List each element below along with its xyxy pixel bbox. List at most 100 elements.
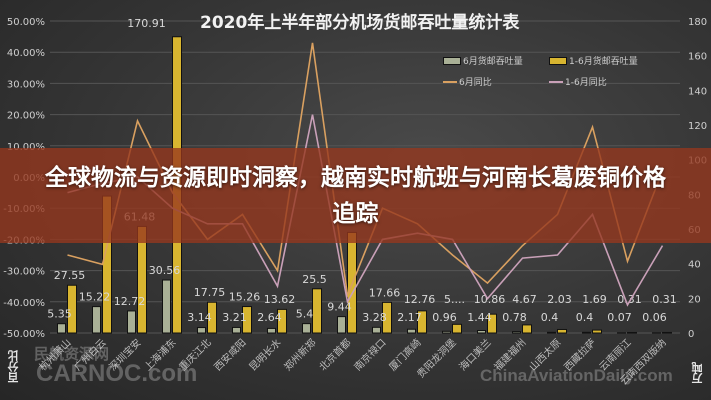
legend-label: 6月同比: [459, 78, 492, 88]
data-label-june-volume: 1.44: [467, 311, 492, 324]
right-tick-label: 160: [688, 52, 707, 63]
bar-june-volume: [582, 331, 591, 334]
bar-h1-volume: [662, 331, 672, 334]
legend-line: [549, 80, 563, 83]
left-tick-label: -40.00%: [3, 298, 45, 309]
left-tick-label: -50.00%: [3, 329, 45, 340]
bar-h1-volume: [452, 323, 462, 334]
x-tick-label: 南京禄口: [351, 336, 388, 373]
left-axis-title: 百分比: [7, 350, 20, 383]
bar-h1-volume: [242, 306, 252, 334]
left-tick-label: 20.00%: [7, 111, 45, 122]
data-label-h1-volume: 25.5: [302, 273, 327, 286]
x-tick-label: 厦门高崎: [386, 336, 423, 373]
bar-h1-volume: [67, 284, 77, 334]
data-label-h1-volume: 5....: [444, 293, 465, 306]
bar-h1-volume: [382, 301, 392, 334]
bar-june-volume: [57, 323, 66, 334]
legend-label: 1-6月货邮吞吐量: [569, 57, 638, 67]
data-label-h1-volume: 13.62: [264, 293, 296, 306]
data-label-june-volume: 2.17: [397, 311, 422, 324]
bar-h1-volume: [627, 331, 637, 334]
left-tick-label: 50.00%: [7, 17, 45, 28]
x-tick-label: 郑州新郑: [281, 336, 318, 373]
data-label-h1-volume: 4.67: [512, 293, 537, 306]
chart-title: 2020年上半年部分机场货邮吞吐量统计表: [200, 13, 520, 33]
data-label-june-volume: 2.64: [257, 311, 282, 324]
left-tick-label: 30.00%: [7, 79, 45, 90]
data-label-june-volume: 0.4: [576, 311, 594, 324]
data-label-h1-volume: 17.75: [194, 286, 226, 299]
bar-june-volume: [302, 323, 311, 334]
legend-item-june-volume[interactable]: 6月货邮吞吐量: [443, 54, 523, 67]
bar-june-volume: [197, 327, 206, 334]
bar-h1-volume: [312, 288, 322, 334]
bar-h1-volume: [277, 308, 287, 334]
bar-june-volume: [372, 326, 381, 334]
data-label-june-volume: 3.14: [187, 311, 212, 324]
headline-banner: 全球物流与资源即时洞察，越南实时航班与河南长葛废铜价格追踪: [0, 148, 711, 243]
legend-swatch: [443, 56, 461, 65]
bar-june-volume: [407, 328, 416, 334]
legend-line: [443, 80, 457, 83]
x-tick-label: 西安咸阳: [211, 336, 248, 373]
right-tick-label: 140: [688, 86, 707, 97]
bar-june-volume: [127, 310, 136, 334]
bar-june-volume: [477, 330, 486, 334]
data-label-june-volume: 15.22: [79, 291, 111, 304]
data-label-h1-volume: 0.31: [617, 293, 642, 306]
right-tick-label: 20: [688, 294, 701, 305]
legend-label: 6月货邮吞吐量: [463, 57, 523, 67]
bar-june-volume: [512, 331, 521, 334]
watermark-cn: 民航资源网: [34, 346, 110, 363]
data-label-h1-volume: 15.26: [229, 291, 261, 304]
right-axis-title: 万吨: [691, 362, 704, 384]
right-tick-label: 40: [688, 260, 701, 271]
data-label-june-volume: 0.07: [607, 311, 632, 324]
data-label-h1-volume: 17.66: [369, 286, 401, 299]
data-label-june-volume: 0.4: [541, 311, 559, 324]
legend-swatch: [549, 56, 567, 65]
data-label-june-volume: 5.35: [47, 308, 72, 321]
bar-h1-volume: [207, 301, 217, 334]
bar-h1-volume: [417, 310, 427, 334]
bar-h1-volume: [592, 329, 602, 334]
data-label-h1-volume: 27.55: [54, 269, 86, 282]
data-label-june-volume: 0.06: [642, 311, 667, 324]
headline[interactable]: 全球物流与资源即时洞察，越南实时航班与河南长葛废铜价格追踪: [45, 164, 666, 227]
bar-june-volume: [92, 306, 101, 334]
left-tick-label: -30.00%: [3, 267, 45, 278]
data-label-h1-volume: 10.86: [474, 293, 506, 306]
legend-item-june-yoy[interactable]: 6月同比: [443, 75, 492, 88]
left-tick-label: 10.00%: [7, 142, 45, 153]
x-tick-label: 北京首都: [316, 336, 353, 373]
legend-item-h1-volume[interactable]: 1-6月货邮吞吐量: [549, 54, 638, 67]
data-label-h1-volume: 2.03: [547, 293, 572, 306]
x-tick-label: 昆明长水: [247, 337, 284, 374]
bar-june-volume: [267, 327, 276, 334]
data-label-june-volume: 3.21: [222, 311, 247, 324]
watermark-chinaaviationdaily: ChinaAviationDaily.com: [480, 366, 673, 385]
bar-june-volume: [442, 330, 451, 334]
bar-h1-volume: [557, 328, 567, 334]
data-label-june-volume: 0.78: [502, 311, 527, 324]
watermark-carnoc: CARNOC.com: [36, 360, 198, 387]
bar-june-volume: [232, 326, 241, 334]
left-tick-label: 40.00%: [7, 48, 45, 59]
bar-june-volume: [162, 279, 171, 334]
data-label-june-volume: 5.4: [296, 308, 314, 321]
data-label-june-volume: 0.96: [432, 311, 457, 324]
legend-item-h1-yoy[interactable]: 1-6月同比: [549, 75, 607, 88]
bar-june-volume: [337, 316, 346, 334]
legend-label: 1-6月同比: [565, 78, 607, 88]
bar-h1-volume: [522, 324, 532, 334]
right-tick-label: 0: [688, 329, 694, 340]
data-label-h1-volume: 170.91: [127, 17, 166, 30]
data-label-june-volume: 3.28: [362, 311, 387, 324]
right-tick-label: 120: [688, 121, 707, 132]
data-label-h1-volume: 0.31: [652, 293, 677, 306]
data-label-june-volume: 12.72: [114, 295, 146, 308]
right-tick-label: 180: [688, 17, 707, 28]
data-label-h1-volume: 1.69: [582, 293, 607, 306]
